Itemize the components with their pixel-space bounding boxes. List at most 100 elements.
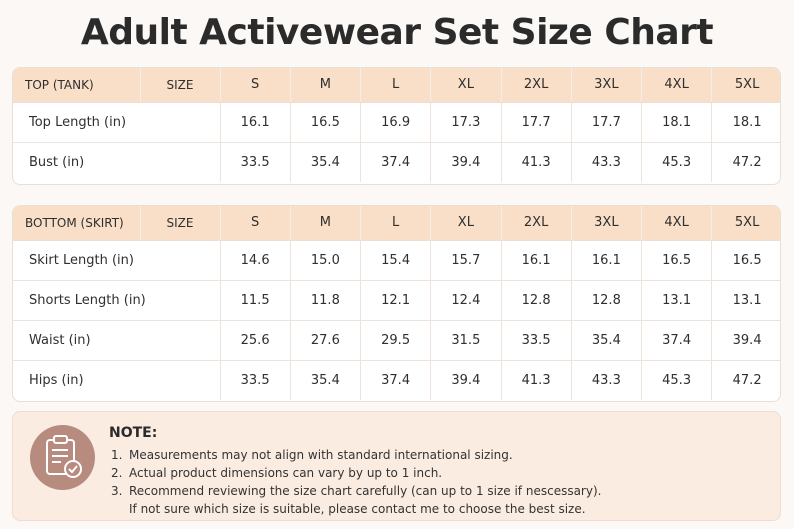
table-cell: 33.5 xyxy=(501,320,572,361)
row-label: Shorts Length (in) xyxy=(13,280,221,321)
table-cell: 39.4 xyxy=(711,320,780,361)
note-item-text: Actual product dimensions can vary by up… xyxy=(129,466,443,480)
table-row: Top Length (in) 16.1 16.5 16.9 17.3 17.7… xyxy=(13,102,780,143)
table-cell: 25.6 xyxy=(220,320,291,361)
page-title: Adult Activewear Set Size Chart xyxy=(80,12,714,53)
note-item-number xyxy=(111,500,129,518)
row-label: Waist (in) xyxy=(13,320,221,361)
table-cell: 16.1 xyxy=(220,102,291,143)
note-item: 2. Actual product dimensions can vary by… xyxy=(111,464,771,482)
table-cell: 39.4 xyxy=(430,142,502,182)
row-label: Top Length (in) xyxy=(13,102,221,143)
table-cell: 35.4 xyxy=(571,320,643,361)
table-cell: 11.8 xyxy=(290,280,362,321)
note-item-text: If not sure which size is suitable, plea… xyxy=(129,502,586,516)
size-header: S xyxy=(220,68,291,103)
size-header: XL xyxy=(430,68,502,103)
table-cell: 43.3 xyxy=(571,142,643,182)
table-row: Hips (in) 33.5 35.4 37.4 39.4 41.3 43.3 … xyxy=(13,360,780,400)
table-cell: 12.8 xyxy=(501,280,572,321)
table-cell: 41.3 xyxy=(501,360,572,400)
table-row: Shorts Length (in) 11.5 11.8 12.1 12.4 1… xyxy=(13,280,780,321)
note-item-number: 1. xyxy=(111,448,123,462)
table-cell: 37.4 xyxy=(360,142,432,182)
note-item: If not sure which size is suitable, plea… xyxy=(111,500,771,518)
size-column-label: SIZE xyxy=(140,206,221,241)
size-header: 4XL xyxy=(641,68,713,103)
table-cell: 17.7 xyxy=(501,102,572,143)
note-item: 3. Recommend reviewing the size chart ca… xyxy=(111,482,771,500)
section-label: TOP (TANK) xyxy=(13,68,141,103)
table-cell: 47.2 xyxy=(732,154,762,170)
table-cell: 35.4 xyxy=(290,142,362,182)
table-cell: 45.3 xyxy=(641,360,713,400)
size-header: 3XL xyxy=(571,206,643,241)
table-row: Skirt Length (in) 14.6 15.0 15.4 15.7 16… xyxy=(13,240,780,281)
size-header: XL xyxy=(430,206,502,241)
size-header: L xyxy=(360,206,432,241)
size-header: 3XL xyxy=(571,68,643,103)
table-cell: 13.1 xyxy=(641,280,713,321)
size-column-label: SIZE xyxy=(140,68,221,103)
note-list: 1. Measurements may not align with stand… xyxy=(111,446,771,518)
table-cell: 11.5 xyxy=(220,280,291,321)
table-cell: 18.1 xyxy=(641,102,713,143)
table-header-row: BOTTOM (SKIRT) SIZE S M L XL 2XL 3XL 4XL… xyxy=(13,206,780,241)
table-cell: 16.5 xyxy=(711,240,780,281)
table-cell: 29.5 xyxy=(360,320,432,361)
top-size-table: TOP (TANK) SIZE S M L XL 2XL 3XL 4XL 5XL… xyxy=(12,67,781,185)
note-item-text: Measurements may not align with standard… xyxy=(129,448,513,462)
table-cell: 15.7 xyxy=(430,240,502,281)
table-cell: 39.4 xyxy=(430,360,502,400)
table-cell: 15.4 xyxy=(360,240,432,281)
size-header: 5XL xyxy=(711,68,780,103)
row-label: Hips (in) xyxy=(13,360,221,400)
note-item-number: 3. xyxy=(111,484,123,498)
table-cell: 16.1 xyxy=(571,240,643,281)
table-cell: 37.4 xyxy=(641,320,713,361)
size-header: 5XL xyxy=(711,206,780,241)
table-cell: 12.1 xyxy=(360,280,432,321)
size-header: 4XL xyxy=(641,206,713,241)
table-cell: 17.3 xyxy=(430,102,502,143)
table-cell: 27.6 xyxy=(290,320,362,361)
table-cell: 18.1 xyxy=(711,102,780,143)
table-cell: 12.8 xyxy=(571,280,643,321)
size-header: 2XL xyxy=(501,206,572,241)
section-label: BOTTOM (SKIRT) xyxy=(13,206,141,241)
table-cell: 17.7 xyxy=(571,102,643,143)
table-cell: 41.3 xyxy=(501,142,572,182)
row-label: Skirt Length (in) xyxy=(13,240,221,281)
table-cell: 33.5 xyxy=(220,142,291,182)
note-box: NOTE: 1. Measurements may not align with… xyxy=(12,411,781,521)
note-item: 1. Measurements may not align with stand… xyxy=(111,446,771,464)
note-title: NOTE: xyxy=(109,425,158,441)
table-cell: 45.3 xyxy=(641,142,713,182)
note-item-number: 2. xyxy=(111,466,123,480)
table-cell: 37.4 xyxy=(360,360,432,400)
table-cell: 16.5 xyxy=(290,102,362,143)
table-cell: 16.5 xyxy=(641,240,713,281)
size-header: L xyxy=(360,68,432,103)
table-row: Bust (in) 33.5 35.4 37.4 39.4 41.3 43.3 … xyxy=(13,142,780,182)
size-header: M xyxy=(290,68,362,103)
table-cell: 16.9 xyxy=(360,102,432,143)
table-cell: 13.1 xyxy=(711,280,780,321)
table-header-row: TOP (TANK) SIZE S M L XL 2XL 3XL 4XL 5XL xyxy=(13,68,780,103)
table-cell: 47.2 xyxy=(732,372,762,388)
table-cell: 35.4 xyxy=(290,360,362,400)
table-row: Waist (in) 25.6 27.6 29.5 31.5 33.5 35.4… xyxy=(13,320,780,361)
note-item-text: Recommend reviewing the size chart caref… xyxy=(129,484,602,498)
size-header: M xyxy=(290,206,362,241)
table-cell: 31.5 xyxy=(430,320,502,361)
table-cell: 33.5 xyxy=(220,360,291,400)
table-cell: 15.0 xyxy=(290,240,362,281)
size-header: 2XL xyxy=(501,68,572,103)
table-cell: 16.1 xyxy=(501,240,572,281)
table-cell: 12.4 xyxy=(430,280,502,321)
table-cell: 43.3 xyxy=(571,360,643,400)
table-cell: 14.6 xyxy=(220,240,291,281)
row-label: Bust (in) xyxy=(13,142,221,182)
clipboard-check-icon xyxy=(30,425,95,490)
size-header: S xyxy=(220,206,291,241)
